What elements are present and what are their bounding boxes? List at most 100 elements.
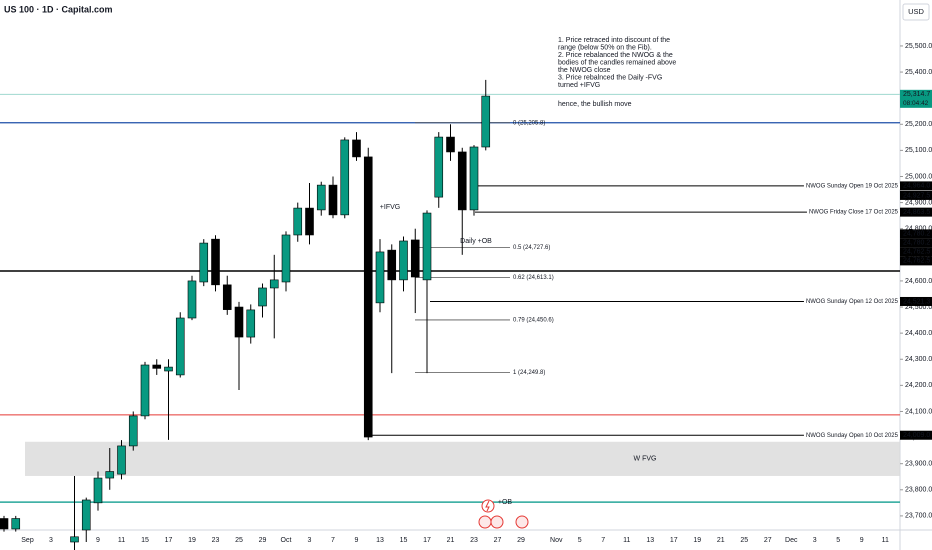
zone-label: W FVG [634,456,657,463]
x-tick-label: 13 [646,537,654,544]
lightning-icon[interactable] [481,499,495,513]
fib-label: 1 (24,249.8) [513,370,545,376]
candle-body [422,212,432,281]
price-tag [900,190,932,200]
candle-body [152,364,162,369]
fib-label: 0 (25,205.8) [513,120,545,126]
x-tick-label: 29 [517,537,525,544]
y-tick-label: 24,300.0 [905,356,932,363]
x-tick-label: 19 [188,537,196,544]
y-tick-label: 25,400.0 [905,69,932,76]
price-tag-label: 25,314.7 [903,91,930,98]
x-tick-label: 11 [882,537,889,544]
x-tick-label: 3 [813,537,817,544]
candle-body [410,239,420,278]
candle-body [211,238,220,286]
y-tick-label: 24,100.0 [905,408,932,415]
nwog-label-bg [803,183,901,190]
flag-icon[interactable] [478,515,492,529]
price-tag-label: 24,863.5 [903,209,930,216]
candle-body [434,136,444,198]
flag-icon[interactable] [490,515,504,529]
nwog-label: NWOG Friday Close 17 Oct 2025 [809,210,899,216]
x-tick-label: Sep [21,537,34,544]
price-tag [900,430,932,440]
candle-body [281,234,291,283]
x-tick-label: 7 [331,537,335,544]
fib-label: 0.62 (24,613.1) [513,275,554,281]
candle-body [363,156,373,438]
price-tag [900,247,932,257]
price-tag [900,256,932,266]
annotation: +OB [498,499,513,506]
candle-body [446,136,455,153]
x-tick-label: 27 [494,537,502,544]
x-tick-label: 15 [400,537,408,544]
y-tick-label: 25,500.0 [905,43,932,50]
candle-body [164,366,173,372]
x-tick-label: 5 [578,537,582,544]
candle-body [340,139,350,216]
x-tick-label: 15 [141,537,149,544]
x-tick-label: 27 [764,537,772,544]
y-tick-label: 23,900.0 [905,461,932,468]
note-line: turned +IFVG [558,82,600,89]
fvg-zone [25,441,900,476]
x-tick-label: 25 [235,537,243,544]
candle-body [375,251,385,304]
y-tick-label: 24,200.0 [905,382,932,389]
candle-body [175,317,185,376]
note-line: hence, the bullish move [558,101,632,108]
candle-body [117,445,126,475]
y-tick-label: 24,900.0 [905,199,932,206]
candle-body [469,146,479,211]
y-tick-label: 25,200.0 [905,121,932,128]
note-line: 3. Price rebalnced the Daily -FVG [558,74,662,81]
candle-body [128,415,138,447]
x-tick-label: 9 [355,537,359,544]
candle-body [93,477,103,504]
price-tag [900,181,932,191]
y-tick-label: 24,400.0 [905,330,932,337]
candle-body [222,284,232,310]
candle-body [481,95,491,148]
candle-body [81,499,91,531]
candle-body [199,242,209,283]
candle-body [328,184,338,216]
x-tick-label: Dec [785,537,798,544]
x-tick-label: 17 [670,537,678,544]
candle-body [234,306,244,338]
x-tick-label: 9 [96,537,100,544]
x-tick-label: 9 [860,537,864,544]
price-tag [900,229,932,239]
x-tick-label: 19 [693,537,701,544]
candle-body [269,279,279,289]
price-tag-label: 24,780.2 [903,240,930,247]
lightning-glyph [485,500,490,512]
candle-body [246,309,256,338]
x-tick-label: 17 [423,537,431,544]
note-line: 1. Price retraced into discount of the [558,37,670,44]
y-tick-label: 24,600.0 [905,278,932,285]
candle-body [305,207,314,236]
currency: USD [908,7,924,16]
chart-title: US 100 · 1D · Capital.com [4,4,113,14]
price-tag [900,296,932,306]
currency-box[interactable] [902,3,930,21]
x-tick-label: 3 [308,537,312,544]
note-line: bodies of the candles remained above [558,59,676,66]
price-tag-label: 24,009.0 [903,432,930,439]
candle-body [70,536,79,543]
x-tick-label: 29 [259,537,267,544]
fib-label: 0.5 (24,727.6) [513,245,550,251]
flag-icon[interactable] [515,515,529,529]
x-tick-label: 23 [212,537,220,544]
price-tag-label: 24,780.2 [903,231,930,238]
x-tick-label: Nov [550,537,563,544]
event-icons [478,499,529,529]
candle-body [399,240,408,281]
nwog-label-bg [806,209,901,216]
y-tick-label: 25,000.0 [905,173,932,180]
candle-body [293,207,303,236]
